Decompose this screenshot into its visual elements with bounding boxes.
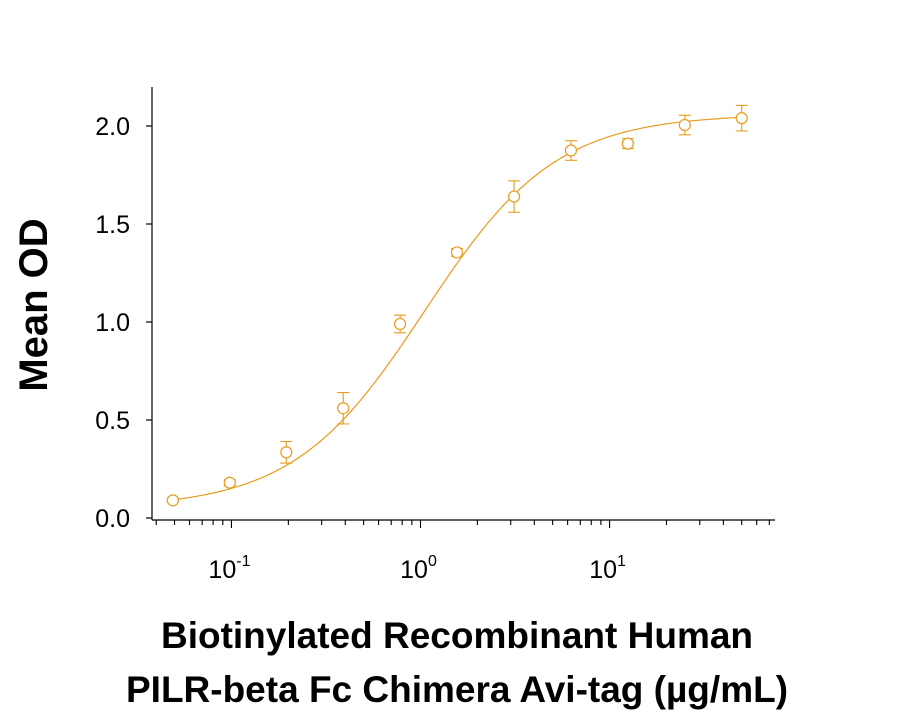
x-ticks: 10-1 100 101 xyxy=(155,520,770,584)
x-tick-label: 100 xyxy=(400,553,437,584)
data-points xyxy=(166,104,748,507)
y-ticks: 0.0 0.5 1.0 1.5 2.0 xyxy=(95,113,152,533)
data-point xyxy=(166,494,179,507)
data-point xyxy=(621,137,634,150)
x-tick-label: 101 xyxy=(589,553,626,584)
data-point xyxy=(280,441,293,464)
y-tick-label: 0.0 xyxy=(95,505,130,533)
y-tick-label: 1.5 xyxy=(95,211,130,239)
point-marker xyxy=(280,446,293,459)
data-point xyxy=(507,180,521,213)
y-tick-label: 0.5 xyxy=(95,407,130,435)
y-tick-label: 1.0 xyxy=(95,309,130,337)
point-marker xyxy=(621,137,634,150)
point-marker xyxy=(507,190,521,203)
axes: 0.0 0.5 1.0 1.5 2.0 10-1 100 101 xyxy=(95,87,775,584)
fit-curve xyxy=(172,116,742,501)
data-point xyxy=(564,140,578,161)
point-marker xyxy=(337,402,350,415)
x-axis-label-line-1: Biotinylated Recombinant Human xyxy=(161,615,753,656)
point-marker xyxy=(678,118,691,132)
data-point xyxy=(223,476,236,489)
point-marker xyxy=(564,144,578,157)
point-marker xyxy=(735,112,748,125)
point-marker xyxy=(450,246,464,259)
x-tick-label: 10-1 xyxy=(208,553,250,584)
data-point xyxy=(678,114,691,136)
y-tick-label: 2.0 xyxy=(95,113,130,141)
data-point xyxy=(337,392,350,425)
data-point xyxy=(450,246,464,259)
data-point xyxy=(735,104,748,132)
y-axis-label: Mean OD xyxy=(12,218,56,391)
point-marker xyxy=(394,317,407,331)
x-axis-label-line-2: PILR-beta Fc Chimera Avi-tag (µg/mL) xyxy=(126,669,788,710)
point-marker xyxy=(166,494,179,507)
data-point xyxy=(394,314,407,334)
point-marker xyxy=(223,476,236,489)
